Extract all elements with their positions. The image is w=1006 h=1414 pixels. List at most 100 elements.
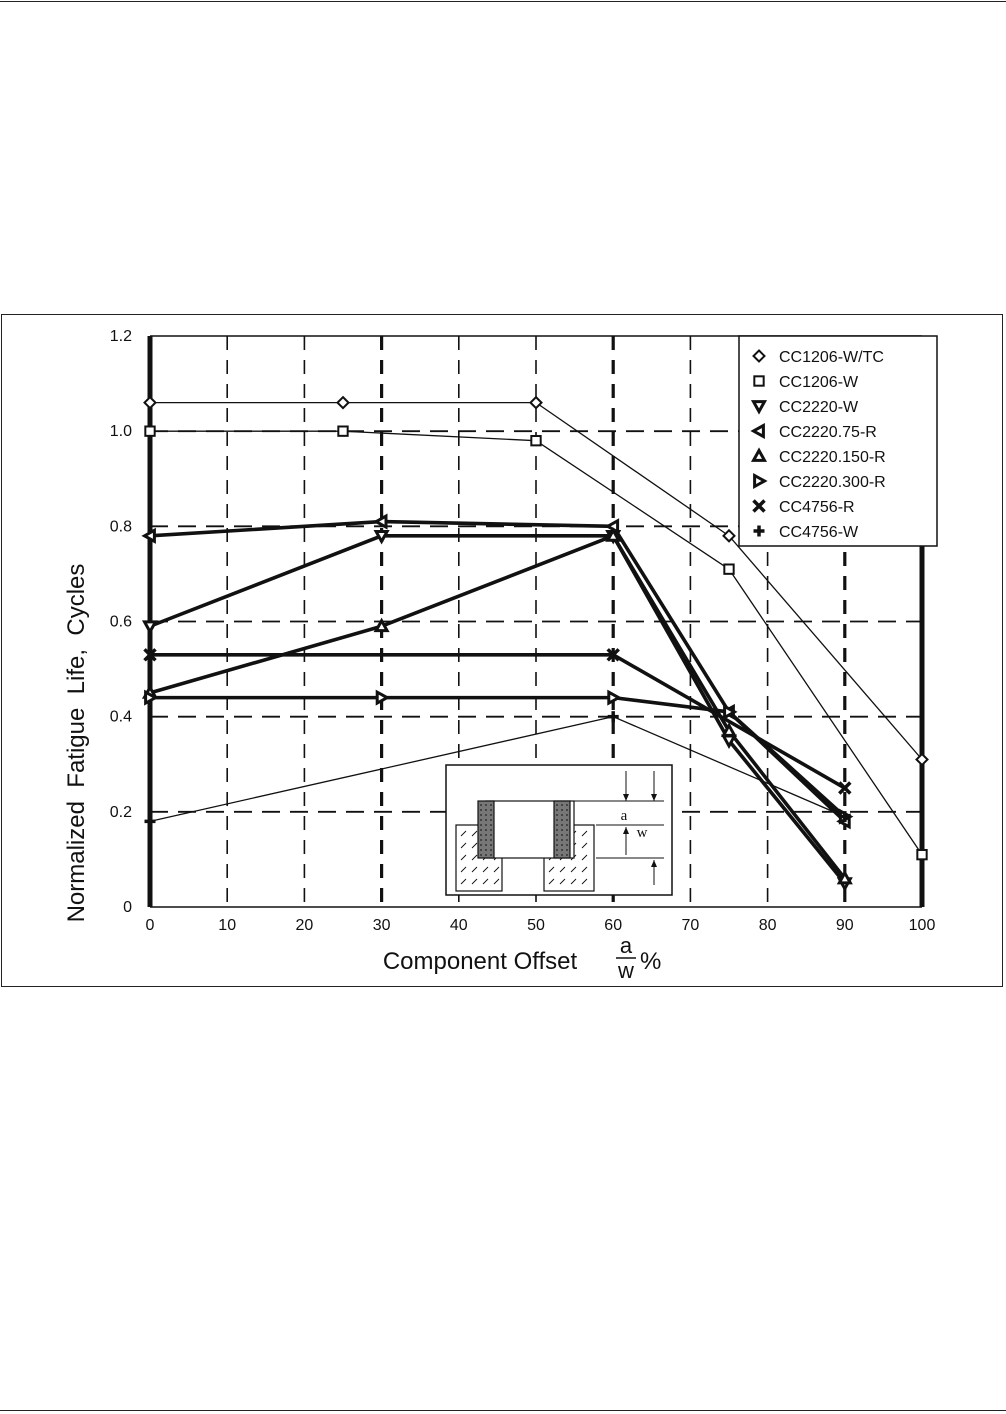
data-point-cc1206-w-tc [529,395,543,410]
x-tick-label: 50 [527,917,545,934]
y-tick-label: 1.2 [110,328,132,345]
inset-termination-dot [485,844,487,846]
inset-termination-dot [490,834,492,836]
inset-termination-dot [561,844,563,846]
inset-termination-dot [480,829,482,831]
data-point-cc2220-150-r [605,527,622,542]
inset-termination-dot [485,804,487,806]
inset-termination-dot [556,814,558,816]
inset-pad-hatch [460,830,467,837]
inset-termination-dot [480,809,482,811]
y-tick-label: 0.8 [110,518,132,535]
inset-arrow-w-bottom [651,860,657,885]
inset-pad-hatch [548,878,555,885]
data-point-cc2220-w [373,529,390,545]
inset-termination-dot [485,854,487,856]
data-series [141,395,929,892]
inset-arrow-a-top-head [623,794,629,801]
inset-pad-hatch [559,878,566,885]
inset-termination-dot [561,824,563,826]
legend-marker-cc2220-w [750,400,768,415]
x-tick-label: 90 [836,917,854,934]
legend-label-cc1206-w-tc: CC1206-W/TC [779,349,884,366]
inset-termination-dot [480,824,482,826]
inset-pad-hatch [548,866,555,873]
legend-label-cc2220-w: CC2220-W [779,399,859,416]
inset-termination-dot [566,824,568,826]
inset-termination-dot [566,839,568,841]
inset-pad-hatch [581,830,588,837]
data-point-cc2220-150-r [836,869,853,885]
inset-termination-dot [556,854,558,856]
inset-termination-dot [490,819,492,821]
data-point-cc4756-r [838,781,852,795]
data-point-cc2220-150-r [720,722,738,737]
legend-label-cc2220-300-r: CC2220.300-R [779,474,886,491]
legend-entry-cc4756-w: CC4756-W [753,524,859,541]
y-axis-label: Normalized Fatigue Life, Cycles [63,564,90,923]
legend: CC1206-W/TC CC1206-W CC2220-W CC2220.75-R CC… [738,335,938,547]
inset-termination-dot [490,849,492,851]
inset-termination-dot [480,804,482,806]
inset-termination-dot [485,849,487,851]
inset-termination-dot [485,834,487,836]
x-tick-label: 60 [604,917,622,934]
inset-termination-dot [490,844,492,846]
legend-marker-cc2220-300-r [753,472,768,490]
data-point-cc2220-75-r [373,513,388,530]
data-point-cc1206-w-tc [722,528,736,543]
inset-termination-1 [477,800,495,859]
inset-termination-dot [485,819,487,821]
inset-arrow-a-bottom [623,827,629,855]
inset-termination-dot [480,834,482,836]
y-tick-label: 0.4 [110,709,132,726]
inset-termination-dot [556,844,558,846]
inset-termination-dot [561,814,563,816]
data-point-cc1206-w-tc [915,752,929,767]
inset-pad-hatch [493,878,500,885]
inset-pad-hatch [581,866,588,873]
inset-arrow-a-bottom-head [623,827,629,834]
figure-frame: 0 10 20 30 40 50 60 70 80 90 100 0 0.2 0.4 0.6 0.8 1.0 1.… [1,314,1003,987]
x-axis-label-fraction-numerator: a [620,933,633,958]
legend-entry-cc1206-w: CC1206-W [753,374,859,391]
inset-termination-dot [480,849,482,851]
inset-termination-dot [556,809,558,811]
inset-pad-hatch [570,866,577,873]
inset-termination-dot [480,839,482,841]
series-cc4756-w [144,711,851,827]
legend-box [738,335,938,547]
inset-termination-dot [490,804,492,806]
series-cc1206-w [144,425,928,861]
x-tick-label: 30 [373,917,391,934]
inset-termination-dot [490,809,492,811]
x-axis-label-fraction-denominator: w [617,958,634,983]
inset-pad-hatch [471,842,478,849]
data-point-cc2220-150-r [373,617,390,633]
fatigue-life-chart: 0 10 20 30 40 50 60 70 80 90 100 0 0.2 0.4 0.6 0.8 1.0 1.… [63,328,938,983]
legend-marker-cc1206-w [753,375,765,387]
y-tick-label: 0 [123,899,132,916]
legend-marker-cc2220-150-r [750,447,768,462]
legend-entry-cc2220-300-r: CC2220.300-R [753,472,886,491]
x-tick-label: 10 [218,917,236,934]
x-tick-label: 100 [909,917,936,934]
series-cc4756-r [143,648,852,795]
inset-termination-dot [490,839,492,841]
legend-marker-cc2220-75-r [750,422,765,440]
legend-marker-cc4756-r [752,499,766,513]
data-point-cc2220-300-r [375,689,391,706]
inset-termination-dot [556,829,558,831]
inset-label-a: a [621,808,628,824]
inset-pad-hatch [460,842,467,849]
data-point-cc4756-r-stroke-b [838,781,852,795]
inset-pad-hatch [471,854,478,861]
inset-pad-hatch [581,878,588,885]
data-point-cc4756-r [606,648,620,662]
inset-pad-hatch [559,866,566,873]
legend-label-cc4756-r: CC4756-R [779,499,855,516]
inset-pad-hatch [471,830,478,837]
inset-termination-dot [485,814,487,816]
inset-termination-dot [566,804,568,806]
inset-termination-dot [561,804,563,806]
